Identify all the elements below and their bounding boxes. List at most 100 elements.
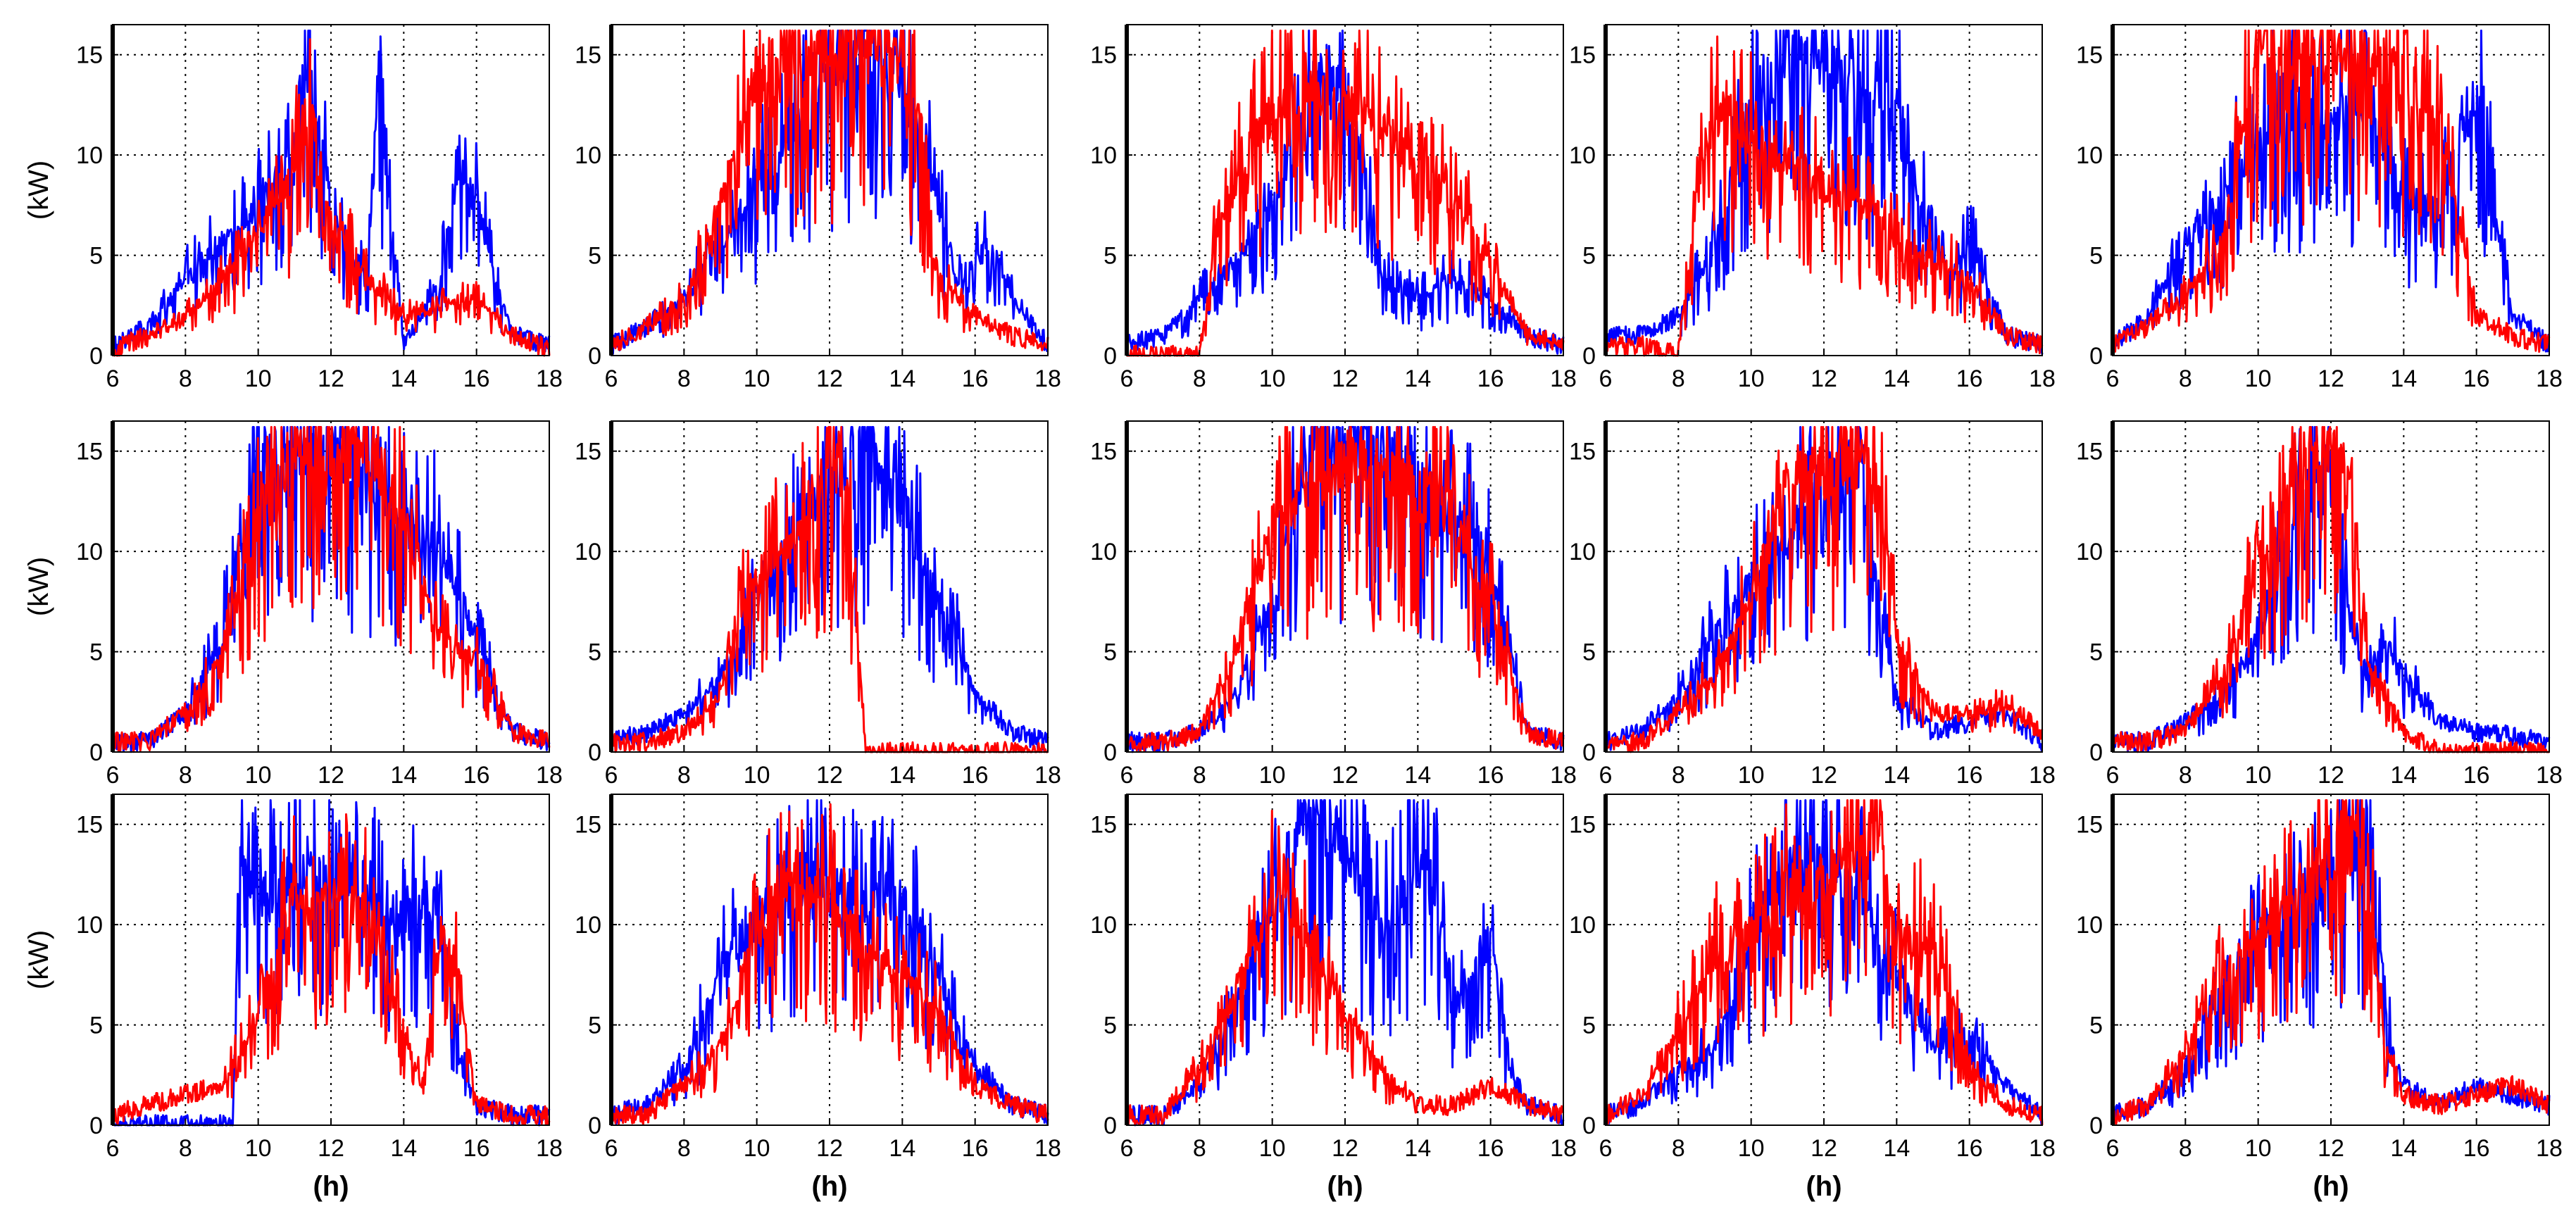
- series-blue-line: [1126, 30, 1565, 355]
- x-tick-label: 8: [677, 365, 691, 392]
- panel-r3-c5: 6 8 10 12 14 16 18 0 5 10 15: [2076, 794, 2563, 1162]
- x-tick-label: 14: [1404, 365, 1431, 392]
- y-tick-label: 5: [2089, 243, 2103, 270]
- x-tick-label: 12: [318, 365, 344, 392]
- x-tick-label: 18: [536, 1135, 563, 1162]
- panel-r1-c2: 6 8 10 12 14 16 18 0 5 10 15: [575, 24, 1061, 392]
- x-tick-label: 14: [1883, 365, 1910, 392]
- x-tick-label: 18: [2029, 762, 2056, 789]
- panel-r1-c4: 6 8 10 12 14 16 18 0 5 10 15: [1569, 24, 2056, 392]
- x-tick-label: 16: [463, 1135, 490, 1162]
- x-tick-label: 8: [1193, 365, 1206, 392]
- x-tick-label: 16: [962, 762, 989, 789]
- series-red-line: [611, 803, 1049, 1125]
- x-tick-label: 10: [245, 762, 272, 789]
- xlabel-col-5: (h): [2313, 1171, 2349, 1202]
- y-tick-label: 10: [575, 142, 601, 169]
- x-tick-label: 12: [1811, 762, 1837, 789]
- x-tick-label: 14: [2390, 762, 2417, 789]
- x-tick-label: 10: [1738, 762, 1765, 789]
- x-tick-label: 18: [1034, 762, 1061, 789]
- x-tick-label: 6: [1599, 1135, 1613, 1162]
- x-tick-label: 14: [1404, 762, 1431, 789]
- x-tick-label: 10: [744, 1135, 770, 1162]
- x-tick-label: 14: [390, 365, 417, 392]
- series-red-line: [1604, 426, 2044, 753]
- y-tick-label: 0: [89, 1113, 103, 1139]
- series-blue-line: [610, 426, 1049, 751]
- x-tick-label: 16: [1956, 365, 1983, 392]
- series-blue-line: [611, 30, 1049, 355]
- y-tick-label: 10: [2076, 539, 2103, 565]
- x-tick-label: 12: [1332, 762, 1358, 789]
- panel-r3-c4: 6 8 10 12 14 16 18 0 5 10 15: [1569, 794, 2056, 1162]
- xlabel-col-3: (h): [1327, 1171, 1363, 1202]
- series-red-line: [1604, 35, 2044, 357]
- x-tick-label: 6: [2106, 1135, 2120, 1162]
- x-tick-label: 12: [1811, 1135, 1837, 1162]
- y-tick-label: 15: [2076, 42, 2103, 69]
- x-tick-label: 18: [1550, 1135, 1577, 1162]
- x-tick-label: 16: [2463, 1135, 2490, 1162]
- ylabel-row-2: (kW): [23, 557, 54, 616]
- x-tick-label: 18: [1034, 1135, 1061, 1162]
- y-tick-label: 10: [1090, 912, 1117, 939]
- y-tick-label: 0: [2089, 343, 2103, 370]
- y-tick-label: 10: [1569, 912, 1596, 939]
- x-tick-label: 18: [2029, 1135, 2056, 1162]
- series-red-line: [111, 813, 551, 1126]
- x-tick-label: 14: [889, 762, 915, 789]
- panel-r3-c2: 6 8 10 12 14 16 18 0 5 10 15: [575, 794, 1061, 1162]
- y-tick-label: 10: [76, 912, 103, 939]
- x-tick-label: 16: [2463, 762, 2490, 789]
- x-tick-label: 16: [1956, 1135, 1983, 1162]
- y-tick-label: 0: [1582, 343, 1596, 370]
- x-tick-label: 18: [2029, 365, 2056, 392]
- y-tick-label: 10: [575, 539, 601, 565]
- x-tick-label: 14: [1404, 1135, 1431, 1162]
- series-red-line: [2111, 30, 2551, 356]
- x-tick-label: 12: [1811, 365, 1837, 392]
- x-tick-label: 12: [816, 1135, 843, 1162]
- y-tick-label: 5: [89, 639, 103, 666]
- series-blue-line: [1125, 799, 1565, 1127]
- y-tick-label: 0: [588, 739, 601, 766]
- series-blue-line: [1604, 426, 2044, 753]
- x-tick-label: 16: [1477, 365, 1504, 392]
- y-tick-label: 5: [1103, 639, 1117, 666]
- y-tick-label: 5: [2089, 639, 2103, 666]
- x-tick-label: 10: [744, 365, 770, 392]
- x-tick-label: 18: [536, 762, 563, 789]
- x-tick-label: 18: [1550, 762, 1577, 789]
- series-blue-line: [1604, 30, 2044, 355]
- y-tick-label: 0: [1103, 739, 1117, 766]
- x-tick-label: 16: [2463, 365, 2490, 392]
- x-tick-label: 18: [536, 365, 563, 392]
- x-tick-label: 12: [318, 1135, 344, 1162]
- y-tick-label: 10: [2076, 142, 2103, 169]
- y-tick-label: 5: [1103, 243, 1117, 270]
- x-tick-label: 6: [605, 762, 618, 789]
- x-tick-label: 10: [1738, 365, 1765, 392]
- y-tick-label: 10: [2076, 912, 2103, 939]
- y-tick-label: 5: [1582, 1013, 1596, 1039]
- panel-r2-c2: 6 8 10 12 14 16 18 0 5 10 15: [575, 420, 1061, 789]
- x-tick-label: 8: [2179, 762, 2192, 789]
- x-tick-label: 14: [2390, 1135, 2417, 1162]
- x-tick-label: 12: [2318, 762, 2344, 789]
- xlabel-col-1: (h): [313, 1171, 349, 1202]
- x-tick-label: 14: [889, 365, 915, 392]
- x-tick-label: 16: [1956, 762, 1983, 789]
- y-tick-label: 5: [588, 243, 601, 270]
- xlabel-col-4: (h): [1806, 1171, 1842, 1202]
- y-axis-labels-group: (kW) (kW) (kW): [23, 161, 54, 989]
- panel-r2-c5: 6 8 10 12 14 16 18 0 5 10 15: [2076, 420, 2563, 789]
- y-tick-label: 0: [89, 739, 103, 766]
- x-tick-label: 8: [1193, 762, 1206, 789]
- y-tick-label: 0: [588, 1113, 601, 1139]
- x-tick-label: 12: [2318, 365, 2344, 392]
- x-tick-label: 10: [2245, 1135, 2272, 1162]
- x-tick-label: 10: [245, 365, 272, 392]
- x-tick-label: 6: [106, 1135, 120, 1162]
